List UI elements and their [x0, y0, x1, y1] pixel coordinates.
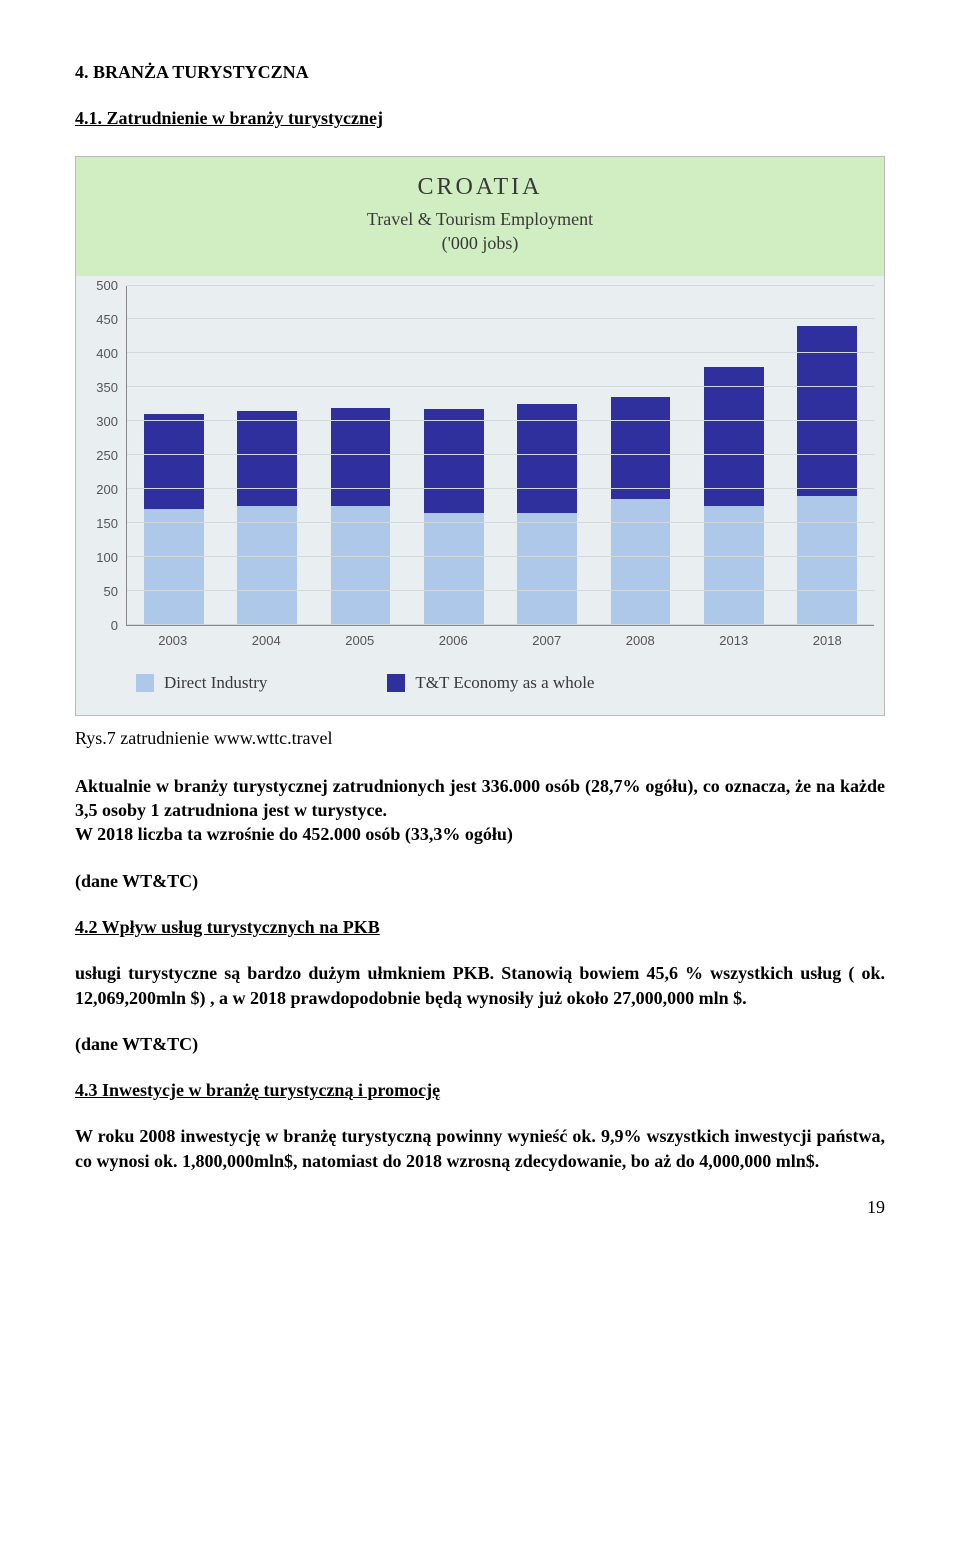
- legend-label-whole: T&T Economy as a whole: [415, 672, 594, 695]
- bar-slot: [407, 286, 500, 625]
- y-tick: 300: [96, 413, 118, 431]
- bar-segment-light: [331, 506, 391, 625]
- bar-segment-dark: [237, 411, 297, 506]
- figure-caption: Rys.7 zatrudnienie www.wttc.travel: [75, 726, 885, 750]
- bar: [517, 404, 577, 624]
- gridline: [127, 318, 874, 319]
- chart-title: CROATIA: [86, 171, 874, 203]
- heading-sub: 4.1. Zatrudnienie w branży turystycznej: [75, 106, 885, 130]
- x-label: 2006: [407, 632, 501, 650]
- gridline: [127, 590, 874, 591]
- chart-subtitle-2: ('000 jobs): [86, 231, 874, 255]
- paragraph-3: W roku 2008 inwestycję w branżę turystyc…: [75, 1124, 885, 1173]
- bar-slot: [314, 286, 407, 625]
- x-label: 2005: [313, 632, 407, 650]
- page-number: 19: [75, 1195, 885, 1219]
- bar: [144, 414, 204, 624]
- bar-slot: [220, 286, 313, 625]
- y-tick: 500: [96, 277, 118, 295]
- bar-slot: [781, 286, 874, 625]
- heading-42: 4.2 Wpływ usług turystycznych na PKB: [75, 915, 885, 939]
- x-label: 2018: [781, 632, 875, 650]
- y-tick: 250: [96, 447, 118, 465]
- bar: [331, 408, 391, 625]
- x-label: 2008: [594, 632, 688, 650]
- chart-header: CROATIA Travel & Tourism Employment ('00…: [76, 157, 884, 276]
- gridline: [127, 352, 874, 353]
- heading-43: 4.3 Inwestycje w branżę turystyczną i pr…: [75, 1078, 885, 1102]
- legend-swatch-light: [136, 674, 154, 692]
- paragraph-1: Aktualnie w branży turystycznej zatrudni…: [75, 774, 885, 847]
- bar-slot: [501, 286, 594, 625]
- y-tick: 0: [111, 617, 118, 635]
- bar: [424, 409, 484, 625]
- gridline: [127, 522, 874, 523]
- bar-segment-light: [144, 509, 204, 624]
- y-tick: 350: [96, 379, 118, 397]
- heading-main: 4. BRANŻA TURYSTYCZNA: [75, 60, 885, 84]
- bar-slot: [687, 286, 780, 625]
- bar-slot: [127, 286, 220, 625]
- bar-segment-light: [517, 513, 577, 625]
- y-tick: 100: [96, 549, 118, 567]
- y-tick: 50: [104, 583, 118, 601]
- y-tick: 150: [96, 515, 118, 533]
- paragraph-2: usługi turystyczne są bardzo dużym ułmkn…: [75, 961, 885, 1010]
- x-label: 2013: [687, 632, 781, 650]
- bar-slot: [594, 286, 687, 625]
- x-label: 2003: [126, 632, 220, 650]
- gridline: [127, 285, 874, 286]
- bar-segment-light: [797, 496, 857, 625]
- bar-segment-dark: [611, 397, 671, 499]
- legend-item-whole: T&T Economy as a whole: [387, 672, 594, 695]
- bar-segment-light: [237, 506, 297, 625]
- y-tick: 450: [96, 311, 118, 329]
- bar-segment-dark: [331, 408, 391, 506]
- source-2: (dane WT&TC): [75, 1032, 885, 1056]
- bar-segment-dark: [144, 414, 204, 509]
- p1-line2: W 2018 liczba ta wzrośnie do 452.000 osó…: [75, 824, 513, 844]
- p1-line1: Aktualnie w branży turystycznej zatrudni…: [75, 776, 885, 820]
- chart-subtitle-1: Travel & Tourism Employment: [86, 207, 874, 231]
- legend-swatch-dark: [387, 674, 405, 692]
- gridline: [127, 556, 874, 557]
- gridline: [127, 488, 874, 489]
- plot-area: [126, 286, 874, 626]
- gridline: [127, 420, 874, 421]
- x-labels: 20032004200520062007200820132018: [126, 632, 874, 650]
- bar: [237, 411, 297, 625]
- bar-segment-light: [424, 513, 484, 625]
- legend-label-direct: Direct Industry: [164, 672, 267, 695]
- bar-segment-light: [704, 506, 764, 625]
- x-label: 2007: [500, 632, 594, 650]
- legend-item-direct: Direct Industry: [136, 672, 267, 695]
- x-label: 2004: [220, 632, 314, 650]
- bar: [704, 367, 764, 625]
- bar: [797, 326, 857, 624]
- chart-container: CROATIA Travel & Tourism Employment ('00…: [75, 156, 885, 716]
- gridline: [127, 454, 874, 455]
- gridline: [127, 624, 874, 625]
- y-tick: 400: [96, 345, 118, 363]
- bar-segment-light: [611, 499, 671, 624]
- source-1: (dane WT&TC): [75, 869, 885, 893]
- y-tick: 200: [96, 481, 118, 499]
- chart-plot: 500450400350300250200150100500 200320042…: [76, 276, 884, 656]
- y-axis: 500450400350300250200150100500: [76, 286, 122, 626]
- bars-group: [127, 286, 874, 625]
- chart-legend: Direct Industry T&T Economy as a whole: [76, 656, 884, 715]
- gridline: [127, 386, 874, 387]
- bar-segment-dark: [424, 409, 484, 513]
- bar-segment-dark: [704, 367, 764, 506]
